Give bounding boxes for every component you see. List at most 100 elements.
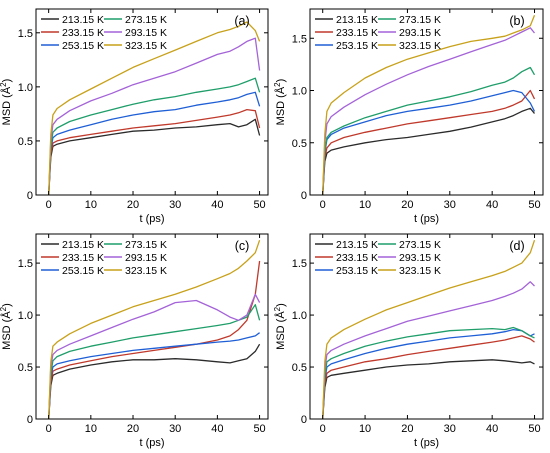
x-axis-label: t (ps) xyxy=(139,437,164,449)
x-tick-label: 40 xyxy=(486,423,498,435)
legend-label: 273.15 K xyxy=(399,239,441,251)
x-tick-label: 40 xyxy=(211,423,223,435)
x-tick-label: 0 xyxy=(46,199,52,211)
y-tick-label: 0.5 xyxy=(292,138,307,150)
legend-label: 233.15 K xyxy=(336,27,378,39)
x-tick-label: 0 xyxy=(320,423,326,435)
panel-label: (b) xyxy=(509,14,524,28)
plot-frame xyxy=(35,8,269,196)
x-axis-label: t (ps) xyxy=(414,213,439,225)
legend-label: 233.15 K xyxy=(336,252,378,264)
legend-label: 253.15 K xyxy=(62,40,104,52)
x-tick-label: 10 xyxy=(359,199,371,211)
plot-frame xyxy=(309,8,544,196)
legend-label: 233.15 K xyxy=(62,252,104,264)
x-tick-label: 40 xyxy=(486,199,498,211)
series-line-23315 xyxy=(48,260,261,419)
y-axis-label: MSD (Å2) xyxy=(273,79,288,126)
y-tick-label: 0.5 xyxy=(292,362,307,374)
x-tick-label: 10 xyxy=(85,423,97,435)
panel-label: (a) xyxy=(234,14,249,28)
series-line-29315 xyxy=(48,37,261,195)
x-tick-label: 30 xyxy=(444,199,456,211)
y-tick-label: 0 xyxy=(27,414,33,426)
x-tick-label: 10 xyxy=(359,423,371,435)
legend-label: 213.15 K xyxy=(336,239,378,251)
y-tick-label: 1.5 xyxy=(18,258,33,270)
series-line-23315 xyxy=(322,89,536,195)
series-line-27315 xyxy=(48,77,261,195)
series-line-25315 xyxy=(322,328,535,419)
legend-label: 253.15 K xyxy=(62,265,104,277)
x-tick-label: 30 xyxy=(169,199,181,211)
x-tick-label: 20 xyxy=(401,199,413,211)
y-axis-label: MSD (Å2) xyxy=(273,303,288,350)
y-tick-label: 1.0 xyxy=(18,82,33,94)
panel-label: (c) xyxy=(235,239,250,253)
series-line-32315 xyxy=(322,15,536,195)
x-tick-label: 0 xyxy=(320,199,326,211)
y-tick-label: 0.5 xyxy=(18,136,33,148)
legend-label: 293.15 K xyxy=(399,252,441,264)
x-tick-label: 50 xyxy=(528,199,540,211)
series-line-27315 xyxy=(322,66,536,195)
legend-label: 213.15 K xyxy=(336,14,378,26)
series-line-29315 xyxy=(322,281,535,419)
legend-label: 323.15 K xyxy=(399,40,441,52)
x-tick-label: 30 xyxy=(169,423,181,435)
x-tick-label: 20 xyxy=(127,423,139,435)
x-axis-label: t (ps) xyxy=(139,213,164,225)
x-tick-label: 50 xyxy=(528,423,540,435)
y-tick-label: 1.5 xyxy=(292,258,307,270)
series-group xyxy=(322,15,536,195)
y-tick-label: 0.5 xyxy=(18,362,33,374)
y-tick-label: 1.5 xyxy=(18,28,33,40)
plot-frame xyxy=(309,233,544,420)
panel-b: 0 10 20 30 40 50 0 0.5 1.0 1.5 t (ps) MSD (Å2) 213.1… xyxy=(273,8,544,225)
panel-c: 0 10 20 30 40 50 0 0.5 1.0 1.5 t (ps) MSD (Å2) 213.1… xyxy=(0,233,269,449)
series-line-32315 xyxy=(322,239,536,419)
y-tick-label: 1.0 xyxy=(18,310,33,322)
series-line-32315 xyxy=(48,239,261,419)
x-tick-label: 0 xyxy=(46,423,52,435)
series-line-32315 xyxy=(48,21,261,195)
y-tick-label: 0 xyxy=(301,414,307,426)
panel-a: 0 10 20 30 40 50 0 0.5 1.0 1.5 t (ps) MSD (Å2) 213.1… xyxy=(0,8,269,225)
legend-label: 323.15 K xyxy=(125,265,167,277)
series-line-23315 xyxy=(48,108,261,195)
x-tick-label: 20 xyxy=(401,423,413,435)
x-tick-label: 20 xyxy=(127,199,139,211)
legend-label: 273.15 K xyxy=(125,239,167,251)
legend-label: 323.15 K xyxy=(125,40,167,52)
y-tick-label: 1.0 xyxy=(292,310,307,322)
legend-label: 293.15 K xyxy=(125,27,167,39)
series-line-27315 xyxy=(322,326,535,419)
series-group xyxy=(322,239,536,419)
y-tick-label: 0 xyxy=(301,190,307,202)
x-tick-label: 40 xyxy=(211,199,223,211)
legend-label: 253.15 K xyxy=(336,265,378,277)
legend-label: 273.15 K xyxy=(399,14,441,26)
series-line-29315 xyxy=(48,293,261,419)
series-line-21315 xyxy=(322,107,536,195)
legend-label: 273.15 K xyxy=(125,14,167,26)
series-group xyxy=(48,239,261,419)
series-line-25315 xyxy=(48,332,260,419)
legend-label: 253.15 K xyxy=(336,40,378,52)
plot-frame xyxy=(35,233,269,420)
legend-label: 293.15 K xyxy=(399,27,441,39)
y-tick-label: 0 xyxy=(27,190,33,202)
series-line-29315 xyxy=(322,27,536,195)
series-line-23315 xyxy=(322,335,535,419)
series-line-25315 xyxy=(322,89,536,195)
legend-label: 323.15 K xyxy=(399,265,441,277)
series-line-25315 xyxy=(48,91,261,195)
series-line-21315 xyxy=(48,118,261,195)
series-line-27315 xyxy=(48,304,261,419)
y-tick-label: 1.0 xyxy=(292,86,307,98)
series-group xyxy=(48,21,261,195)
panel-d: 0 10 20 30 40 50 0 0.5 1.0 1.5 t (ps) MSD (Å2) 213.1… xyxy=(273,233,544,449)
